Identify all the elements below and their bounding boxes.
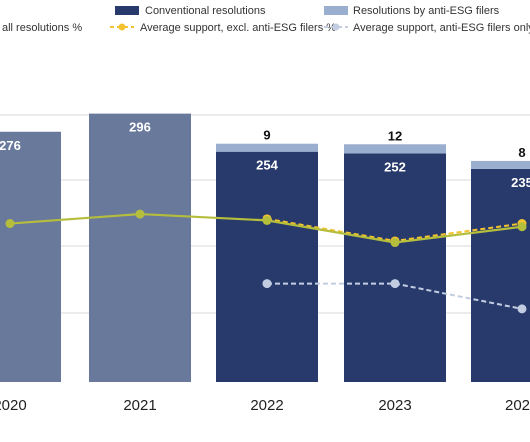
bar-top-label: 8: [518, 145, 525, 160]
bar-conventional: [89, 113, 191, 383]
line-point: [390, 279, 400, 289]
x-tick-label: 2023: [378, 397, 411, 414]
line-point: [262, 279, 272, 289]
bar-value-label: 276: [0, 138, 21, 153]
line-point: [135, 209, 145, 219]
bar-anti-esg: [471, 160, 530, 169]
legend-label-anti-only: Average support, anti-ESG filers only %: [353, 22, 530, 34]
legend-label-anti-esg: Resolutions by anti-ESG filers: [353, 5, 500, 17]
bar-value-label: 252: [384, 160, 406, 175]
legend-marker-anti-only: [332, 23, 340, 31]
line-point: [517, 304, 527, 314]
bar-value-label: 235: [511, 175, 530, 190]
legend-swatch-anti-esg: [324, 6, 348, 15]
x-tick-label: 2022: [250, 397, 283, 414]
bar-conventional: [216, 151, 318, 382]
bars: [0, 113, 530, 383]
legend: Conventional resolutions Resolutions by …: [2, 5, 530, 34]
bar-conventional: [0, 131, 61, 382]
bar-labels: 276 296 254 9 252 12 235 8: [0, 120, 530, 190]
line-point: [517, 222, 527, 232]
bar-top-label: 12: [388, 128, 402, 143]
bar-conventional: [344, 153, 446, 382]
line-point: [262, 215, 272, 225]
legend-label-excl: Average support, excl. anti-ESG filers %: [140, 22, 336, 34]
line-point: [390, 238, 400, 248]
line-point: [5, 219, 15, 229]
bar-conventional: [471, 168, 530, 382]
bar-top-label: 9: [263, 128, 270, 143]
bar-anti-esg: [344, 144, 446, 154]
legend-swatch-conventional: [115, 6, 139, 15]
x-tick-label: 2021: [123, 397, 156, 414]
bar-anti-esg: [216, 143, 318, 152]
bar-value-label: 296: [129, 120, 151, 135]
legend-marker-excl: [118, 23, 126, 31]
x-tick-label: 202: [505, 397, 530, 414]
support-lines: [5, 209, 527, 314]
legend-label-conventional: Conventional resolutions: [145, 5, 266, 17]
bar-value-label: 254: [256, 158, 278, 173]
legend-label-all-resolutions: all resolutions %: [2, 22, 82, 34]
